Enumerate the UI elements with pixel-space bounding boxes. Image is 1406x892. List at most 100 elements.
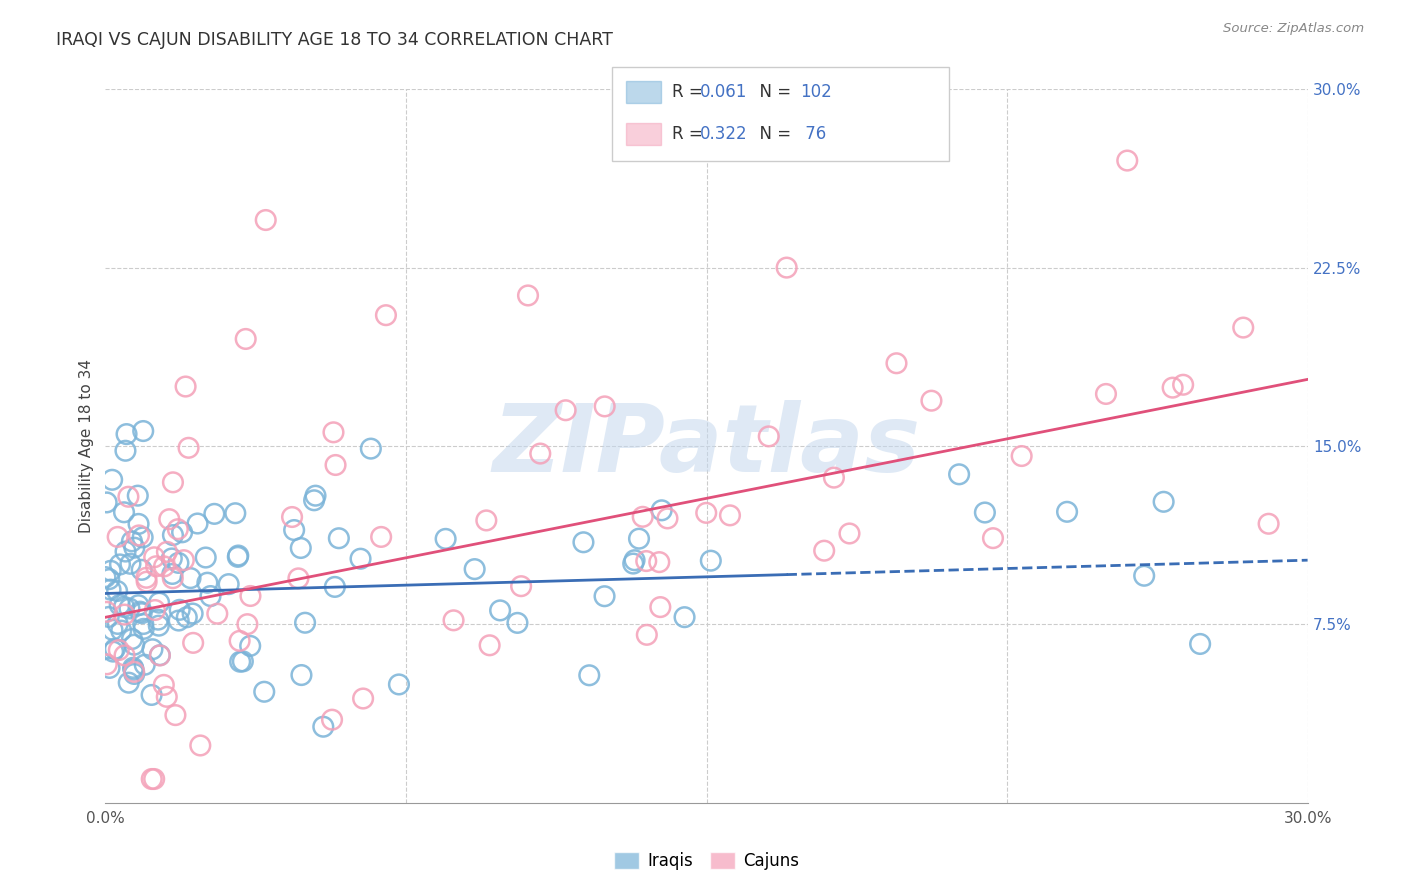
Point (153, 678, 176, 692)
Point (235, 332, 257, 346)
Point (112, 599, 135, 614)
Point (673, 610, 696, 624)
Point (143, 772, 166, 786)
Point (122, 663, 145, 677)
Point (166, 522, 188, 536)
Point (232, 654, 254, 668)
Point (631, 509, 654, 524)
Point (96, 495, 118, 509)
Point (96, 657, 118, 672)
Text: N =: N = (749, 125, 797, 143)
Point (312, 720, 335, 734)
Point (181, 636, 204, 650)
Point (122, 638, 145, 652)
Point (239, 639, 262, 653)
Point (443, 613, 465, 627)
Point (188, 739, 211, 753)
Point (475, 513, 498, 527)
Point (105, 584, 128, 599)
Point (228, 633, 250, 648)
Point (118, 601, 141, 615)
Point (127, 598, 149, 612)
Point (98, 661, 121, 675)
Text: N =: N = (749, 83, 797, 101)
Text: IRAQI VS CAJUN DISABILITY AGE 18 TO 34 CORRELATION CHART: IRAQI VS CAJUN DISABILITY AGE 18 TO 34 C… (56, 31, 613, 49)
Point (1232, 320, 1254, 334)
Point (322, 425, 344, 440)
Point (110, 624, 132, 638)
Point (176, 610, 198, 624)
Point (627, 532, 650, 546)
Point (124, 541, 146, 555)
Point (200, 589, 222, 603)
Point (489, 603, 512, 617)
Point (145, 559, 167, 574)
Point (141, 642, 163, 657)
Point (108, 643, 131, 657)
Point (146, 613, 169, 627)
Point (94, 570, 117, 584)
Point (838, 526, 860, 541)
Point (160, 551, 183, 566)
Point (1011, 449, 1033, 463)
Point (1189, 637, 1212, 651)
Point (325, 458, 347, 472)
Point (162, 475, 184, 490)
Point (122, 661, 145, 675)
Text: 0.322: 0.322 (700, 125, 748, 143)
Point (572, 535, 595, 549)
Point (104, 641, 127, 656)
Point (464, 562, 486, 576)
Point (1153, 495, 1175, 509)
Point (981, 531, 1004, 545)
Y-axis label: Disability Age 18 to 34: Disability Age 18 to 34 (79, 359, 94, 533)
Point (96, 605, 118, 619)
Point (118, 675, 141, 690)
Point (388, 677, 411, 691)
Legend: Iraqis, Cajuns: Iraqis, Cajuns (607, 845, 806, 877)
Point (224, 506, 246, 520)
Point (1161, 381, 1184, 395)
Point (117, 490, 139, 504)
Point (328, 531, 350, 545)
Point (149, 648, 172, 663)
Point (114, 648, 136, 663)
Point (149, 648, 172, 663)
Point (165, 708, 187, 723)
Point (370, 530, 392, 544)
Point (700, 554, 723, 568)
Point (157, 512, 180, 526)
Point (352, 691, 374, 706)
Point (135, 571, 157, 585)
Point (101, 473, 124, 487)
Point (108, 598, 131, 612)
Point (173, 553, 195, 567)
Point (657, 511, 679, 525)
Point (114, 443, 136, 458)
Point (135, 574, 157, 589)
Point (636, 628, 658, 642)
Point (554, 403, 576, 417)
Point (141, 772, 163, 786)
Point (1095, 387, 1118, 401)
Point (478, 638, 501, 652)
Point (621, 557, 644, 571)
Point (886, 356, 908, 370)
Point (506, 615, 529, 630)
Point (281, 510, 304, 524)
Point (294, 615, 316, 630)
Text: ZIPatlas: ZIPatlas (492, 400, 921, 492)
Point (127, 489, 149, 503)
Point (132, 622, 155, 636)
Point (290, 668, 312, 682)
Point (593, 589, 616, 603)
Point (120, 557, 142, 571)
Point (131, 563, 153, 577)
Point (1257, 516, 1279, 531)
Point (695, 506, 717, 520)
Point (253, 685, 276, 699)
Point (100, 582, 122, 597)
Point (100, 564, 122, 578)
Point (162, 528, 184, 542)
Point (517, 288, 540, 302)
